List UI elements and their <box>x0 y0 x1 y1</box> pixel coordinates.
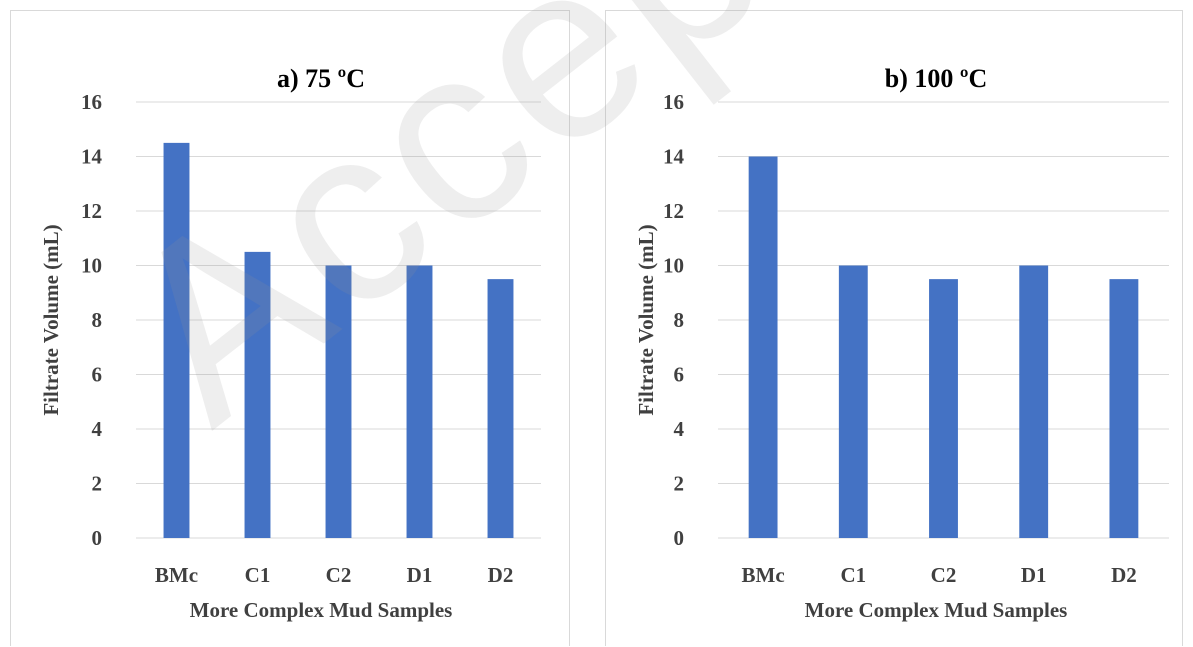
chart-title: b) 100 ºC <box>885 64 987 93</box>
chart-b-svg: b) 100 ºC 0 2 4 6 8 10 12 14 16 BMc C1 C2 D1 D2 More Co… <box>634 64 1169 622</box>
y-tick-label: 0 <box>674 526 685 550</box>
chart-a-svg: a) 75 ºC 0 2 4 6 8 10 12 14 16 BMc C1 C2 D1 D2 More Com… <box>39 64 541 622</box>
y-tick-label: 6 <box>92 363 103 387</box>
x-tick-label: D2 <box>1111 563 1137 587</box>
bar <box>325 265 352 538</box>
chart-panel-a: a) 75 ºC 0 2 4 6 8 10 12 14 16 BMc C1 C2 D1 D2 More Com… <box>10 10 570 646</box>
x-tick-label: D1 <box>407 563 433 587</box>
bar <box>1019 265 1049 538</box>
x-tick-label: D2 <box>488 563 514 587</box>
bar <box>163 142 190 538</box>
bar <box>838 265 868 538</box>
bar <box>406 265 433 538</box>
x-axis-label: More Complex Mud Samples <box>190 598 453 622</box>
x-tick-label: C2 <box>326 563 352 587</box>
y-tick-label: 2 <box>674 472 685 496</box>
y-tick-label: 4 <box>92 417 103 441</box>
y-tick-label: 8 <box>92 308 103 332</box>
x-tick-label: BMc <box>155 563 198 587</box>
chart-panel-b: b) 100 ºC 0 2 4 6 8 10 12 14 16 BMc C1 C2 D1 D2 More Co… <box>605 10 1183 646</box>
y-tick-label: 14 <box>663 145 685 169</box>
y-tick-label: 14 <box>81 145 103 169</box>
chart-title: a) 75 ºC <box>277 64 365 93</box>
bar <box>1109 279 1139 538</box>
y-tick-label: 0 <box>92 526 103 550</box>
x-tick-label: C1 <box>245 563 271 587</box>
y-axis-label: Filtrate Volume (mL) <box>634 224 658 415</box>
y-tick-label: 8 <box>674 308 685 332</box>
x-axis-label: More Complex Mud Samples <box>805 598 1068 622</box>
x-tick-label: C2 <box>931 563 957 587</box>
y-tick-label: 10 <box>81 254 102 278</box>
y-tick-label: 12 <box>663 199 684 223</box>
y-tick-label: 6 <box>674 363 685 387</box>
y-tick-label: 4 <box>674 417 685 441</box>
bar <box>929 279 958 538</box>
y-tick-label: 12 <box>81 199 102 223</box>
bar <box>244 251 271 538</box>
y-axis-label: Filtrate Volume (mL) <box>39 224 63 415</box>
y-tick-label: 16 <box>663 90 684 114</box>
y-tick-label: 2 <box>92 472 103 496</box>
y-tick-label: 16 <box>81 90 102 114</box>
x-tick-label: D1 <box>1021 563 1047 587</box>
x-tick-label: C1 <box>840 563 866 587</box>
x-tick-label: BMc <box>742 563 785 587</box>
y-tick-label: 10 <box>663 254 684 278</box>
bar <box>748 156 778 538</box>
bar <box>487 279 514 538</box>
